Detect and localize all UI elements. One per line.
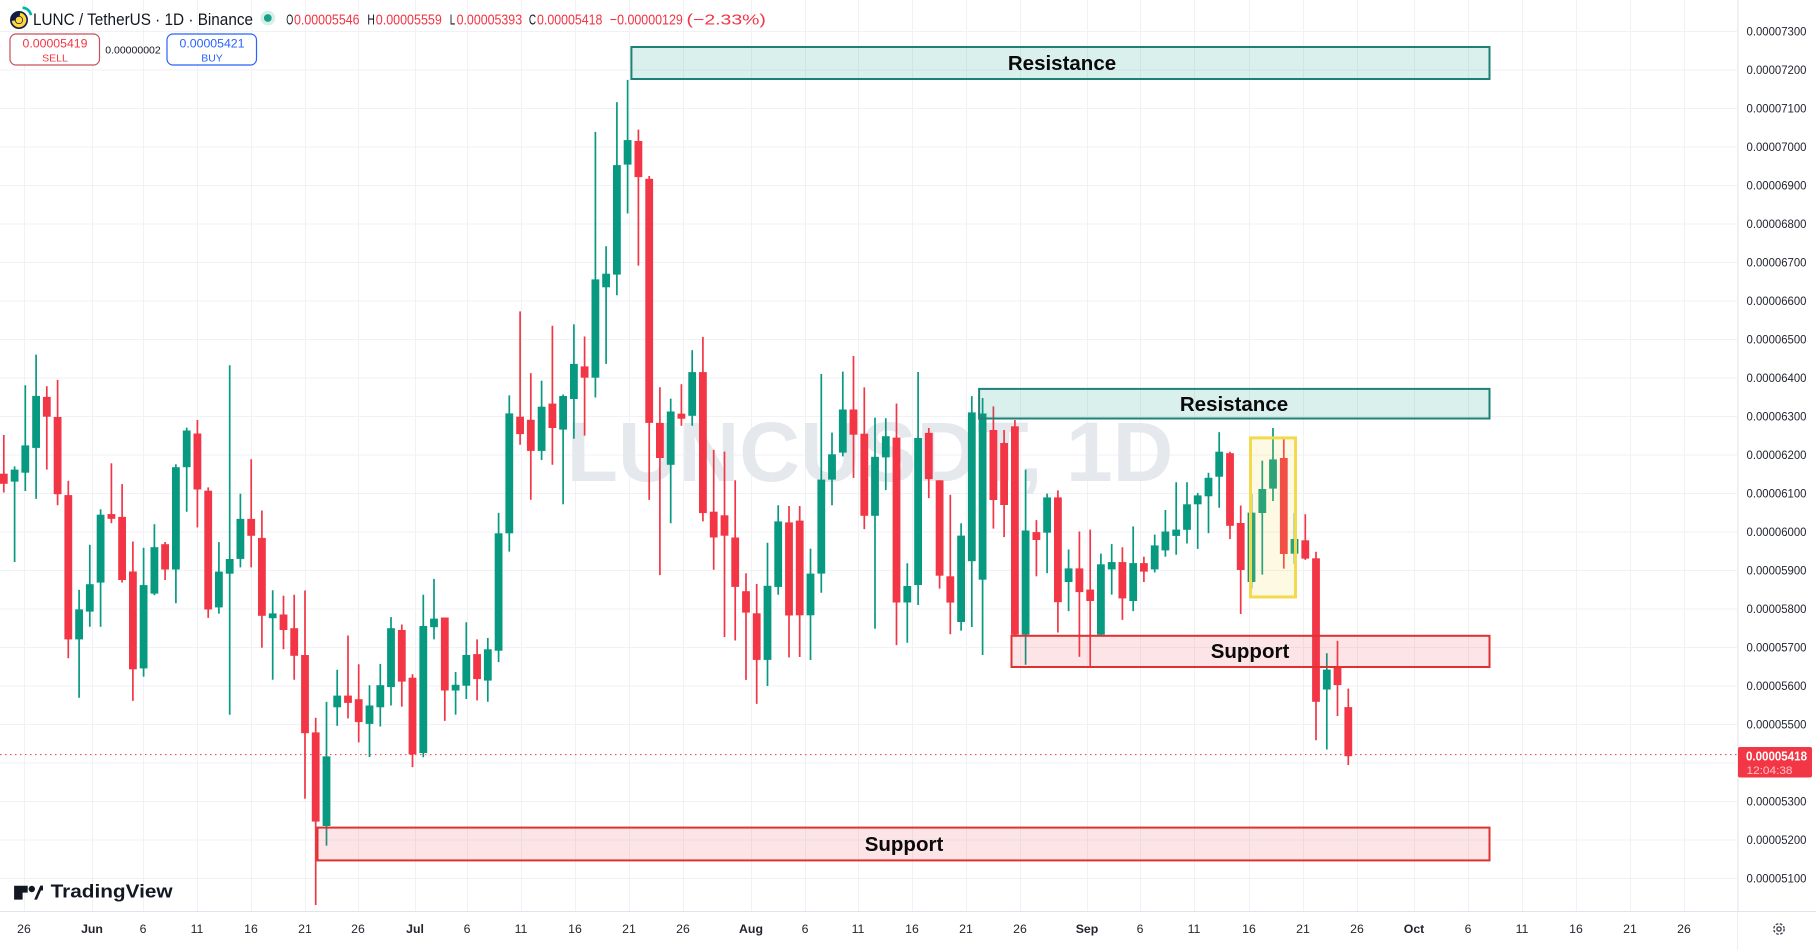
svg-text:0.00007100: 0.00007100 [1747,101,1807,115]
svg-text:0.00006500: 0.00006500 [1747,332,1807,346]
svg-text:26: 26 [17,922,31,936]
svg-text:C: C [529,12,536,29]
svg-text:26: 26 [1677,922,1691,936]
svg-text:16: 16 [1569,922,1583,936]
svg-text:Resistance: Resistance [1180,393,1288,416]
svg-text:0.00006100: 0.00006100 [1747,486,1807,500]
svg-text:0.00006000: 0.00006000 [1747,525,1807,539]
svg-text:0.00006700: 0.00006700 [1747,255,1807,269]
svg-text:0.00005419: 0.00005419 [23,37,88,51]
svg-text:Sep: Sep [1076,922,1099,936]
svg-text:0.00005600: 0.00005600 [1747,679,1807,693]
svg-text:0.00006400: 0.00006400 [1747,371,1807,385]
svg-text:(−2.33%): (−2.33%) [687,12,766,29]
svg-text:11: 11 [1188,922,1201,936]
svg-text:0.00000002: 0.00000002 [105,44,161,56]
svg-text:O: O [286,12,293,29]
svg-text:0.00005418: 0.00005418 [1746,750,1807,764]
svg-text:26: 26 [1013,922,1027,936]
svg-text:0.00007200: 0.00007200 [1747,63,1807,77]
svg-text:11: 11 [1516,922,1529,936]
svg-text:LUNC / TetherUS · 1D · Binance: LUNC / TetherUS · 1D · Binance [33,10,253,29]
svg-text:26: 26 [676,922,690,936]
svg-text:0.00007000: 0.00007000 [1747,140,1807,154]
svg-text:26: 26 [1350,922,1364,936]
svg-text:Resistance: Resistance [1008,52,1116,75]
svg-text:6: 6 [1465,922,1472,936]
svg-text:0.00005800: 0.00005800 [1747,602,1807,616]
svg-text:21: 21 [1296,922,1310,936]
svg-text:21: 21 [298,922,312,936]
svg-text:0.00005100: 0.00005100 [1747,871,1807,885]
svg-text:11: 11 [191,922,204,936]
svg-text:0.00005559: 0.00005559 [376,12,442,29]
svg-text:0.00005421: 0.00005421 [180,37,245,51]
svg-text:Oct: Oct [1404,922,1425,936]
svg-text:0.00005500: 0.00005500 [1747,717,1807,731]
svg-text:16: 16 [568,922,582,936]
svg-text:0.00005546: 0.00005546 [294,12,360,29]
svg-text:11: 11 [852,922,865,936]
svg-text:SELL: SELL [42,53,68,65]
svg-text:0.00005393: 0.00005393 [457,12,522,29]
svg-text:0.00006900: 0.00006900 [1747,178,1807,192]
svg-text:0.00006600: 0.00006600 [1747,294,1807,308]
svg-text:Jul: Jul [406,922,424,936]
svg-text:0.00007300: 0.00007300 [1747,24,1807,38]
svg-text:16: 16 [905,922,919,936]
svg-text:0.00006300: 0.00006300 [1747,409,1807,423]
svg-text:21: 21 [1623,922,1637,936]
svg-text:0.00006200: 0.00006200 [1747,448,1807,462]
svg-text:H: H [367,12,375,29]
svg-text:26: 26 [351,922,365,936]
svg-text:6: 6 [140,922,147,936]
svg-text:16: 16 [244,922,258,936]
svg-text:0.00005300: 0.00005300 [1747,794,1807,808]
svg-text:Aug: Aug [739,922,763,936]
svg-text:Support: Support [865,833,944,856]
svg-text:L: L [450,12,456,29]
svg-text:TradingView: TradingView [51,882,174,902]
svg-text:0.00005900: 0.00005900 [1747,563,1807,577]
svg-text:0.00006800: 0.00006800 [1747,217,1807,231]
svg-text:6: 6 [464,922,471,936]
svg-text:BUY: BUY [201,53,223,65]
svg-text:Support: Support [1211,640,1290,663]
svg-text:6: 6 [802,922,809,936]
svg-text:0.00005700: 0.00005700 [1747,640,1807,654]
svg-text:Jun: Jun [81,922,103,936]
svg-text:21: 21 [622,922,636,936]
svg-text:0.00005418: 0.00005418 [537,12,602,29]
svg-text:0.00005200: 0.00005200 [1747,833,1807,847]
svg-text:11: 11 [515,922,528,936]
svg-text:16: 16 [1242,922,1256,936]
svg-text:21: 21 [959,922,973,936]
svg-text:−0.00000129: −0.00000129 [610,12,683,29]
svg-text:6: 6 [1137,922,1144,936]
svg-text:12:04:38: 12:04:38 [1747,765,1793,777]
